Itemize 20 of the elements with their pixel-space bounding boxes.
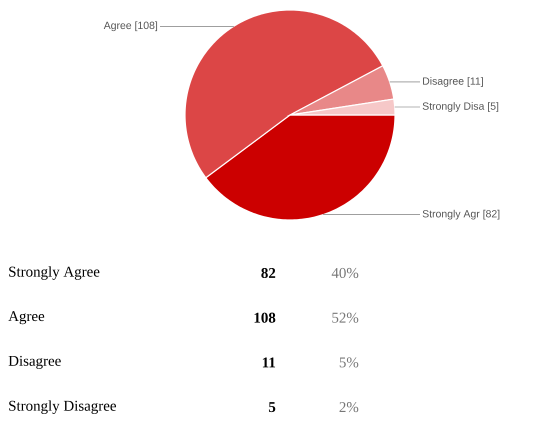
text: 52%	[332, 312, 358, 323]
slice-label: Agree	[104, 22, 132, 32]
data-label: [108]	[135, 21, 158, 32]
data-label: [82]	[483, 210, 500, 220]
data-label: 5	[268, 402, 276, 412]
text: 5%	[340, 357, 358, 368]
data-label: [5]	[488, 102, 498, 112]
slice-label: Strongly Disa	[422, 102, 484, 112]
category-label: Strongly Agree	[9, 266, 100, 280]
text: 2%	[340, 402, 358, 412]
data-label: 108	[254, 312, 276, 323]
category-label: Strongly Disagree	[9, 400, 116, 414]
category-label: Agree	[8, 311, 44, 324]
category-label: Disagree	[8, 356, 61, 369]
data-label: [11]	[468, 77, 483, 87]
text: 40%	[332, 268, 358, 278]
data-label: 82	[261, 268, 276, 278]
data-label: 11	[262, 357, 276, 368]
slice-label: Strongly Agr	[422, 210, 480, 220]
slice-label: Disagree	[423, 77, 464, 87]
